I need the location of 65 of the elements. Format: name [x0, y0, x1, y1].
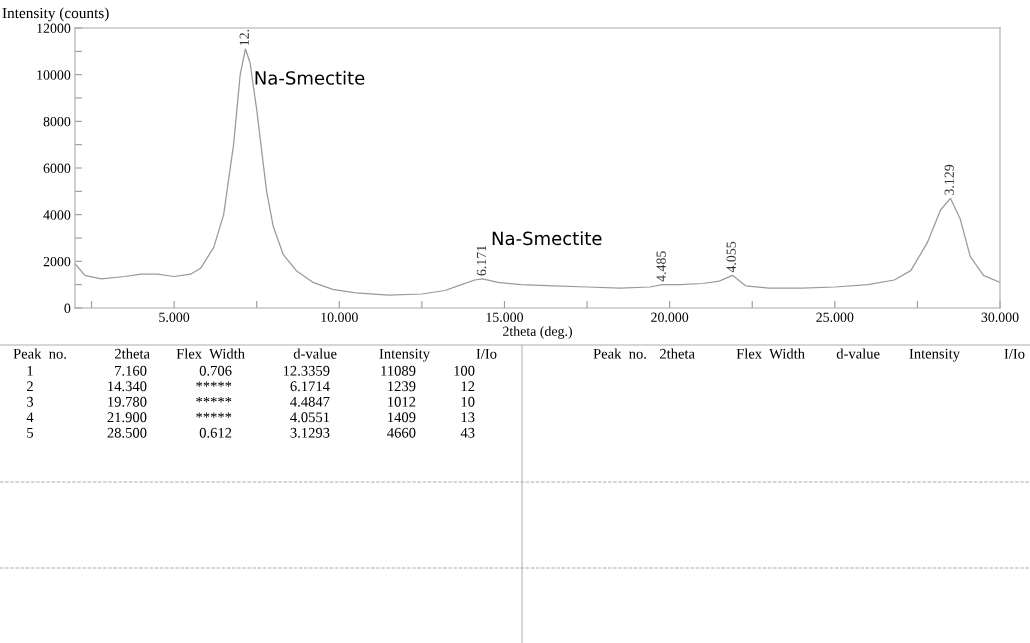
text: 1 — [27, 365, 33, 376]
annotation: 4.485 — [656, 251, 666, 282]
text: Flex Width — [176, 348, 245, 359]
text: 0.612 — [199, 427, 232, 438]
text: Peak no. — [13, 348, 66, 359]
y-tick-label: 8000 — [43, 116, 71, 127]
annotation: Na-Smectite — [492, 231, 602, 246]
text: 19.780 — [108, 396, 147, 407]
text: 7.160 — [115, 365, 147, 376]
text: 2theta — [660, 348, 695, 359]
y-tick-label: 12000 — [37, 23, 71, 33]
text: 2 — [26, 381, 33, 392]
annotation: 4.055 — [726, 241, 736, 273]
annotation: 6.171 — [476, 245, 487, 276]
text: 14.340 — [108, 381, 147, 392]
y-tick-label: 0 — [64, 303, 71, 313]
text: 0.706 — [199, 365, 232, 376]
x-tick-label: 10.000 — [321, 312, 358, 322]
annotation: 12. — [239, 29, 249, 45]
x-tick-label: 15.000 — [486, 312, 524, 322]
text: ***** — [196, 412, 232, 418]
text: 11089 — [381, 365, 416, 376]
text: 2theta — [115, 348, 150, 359]
text: Intensity — [909, 348, 960, 362]
annotation: Na-Smectite — [255, 70, 365, 85]
text: 1409 — [388, 412, 416, 423]
text: 4.0551 — [290, 412, 330, 423]
text: 28.500 — [107, 427, 147, 438]
text: I/Io — [1004, 348, 1025, 359]
y-axis-title: Intensity (counts) — [2, 7, 109, 22]
text: 100 — [454, 365, 475, 376]
text: 6.1714 — [290, 381, 330, 392]
text: 1012 — [388, 396, 416, 407]
x-tick-label: 30.000 — [981, 312, 1019, 322]
text: 43 — [460, 427, 475, 438]
x-tick-label: 25.000 — [816, 312, 854, 322]
text: 13 — [461, 412, 475, 423]
y-tick-label: 4000 — [43, 210, 71, 220]
text: 10 — [461, 396, 475, 407]
x-axis-title: 2theta (deg.) — [503, 326, 572, 339]
text: ***** — [196, 381, 232, 387]
text: 12 — [461, 381, 475, 392]
text: Intensity — [379, 348, 430, 362]
text: d-value — [293, 348, 337, 359]
text: 4 — [26, 412, 34, 423]
text: 21.900 — [107, 412, 147, 423]
text: ***** — [196, 396, 232, 403]
text: I/Io — [476, 348, 497, 359]
text: 5 — [27, 427, 34, 438]
text: 12.3359 — [283, 365, 330, 376]
text: Peak no. — [593, 348, 646, 359]
x-tick-label: 5.000 — [159, 312, 190, 322]
text: 1239 — [388, 381, 416, 392]
text: d-value — [836, 348, 880, 359]
annotation: 3.129 — [944, 164, 954, 195]
text: Flex Width — [736, 348, 805, 359]
text: 3 — [27, 396, 34, 407]
y-tick-label: 10000 — [37, 70, 71, 80]
y-tick-label: 6000 — [43, 163, 71, 173]
line-series — [75, 48, 1000, 296]
text: 4.4847 — [290, 396, 330, 407]
y-tick-label: 2000 — [43, 256, 71, 267]
x-tick-label: 20.000 — [651, 312, 689, 322]
text: 4660 — [387, 427, 416, 438]
text: 3.1293 — [290, 427, 330, 438]
